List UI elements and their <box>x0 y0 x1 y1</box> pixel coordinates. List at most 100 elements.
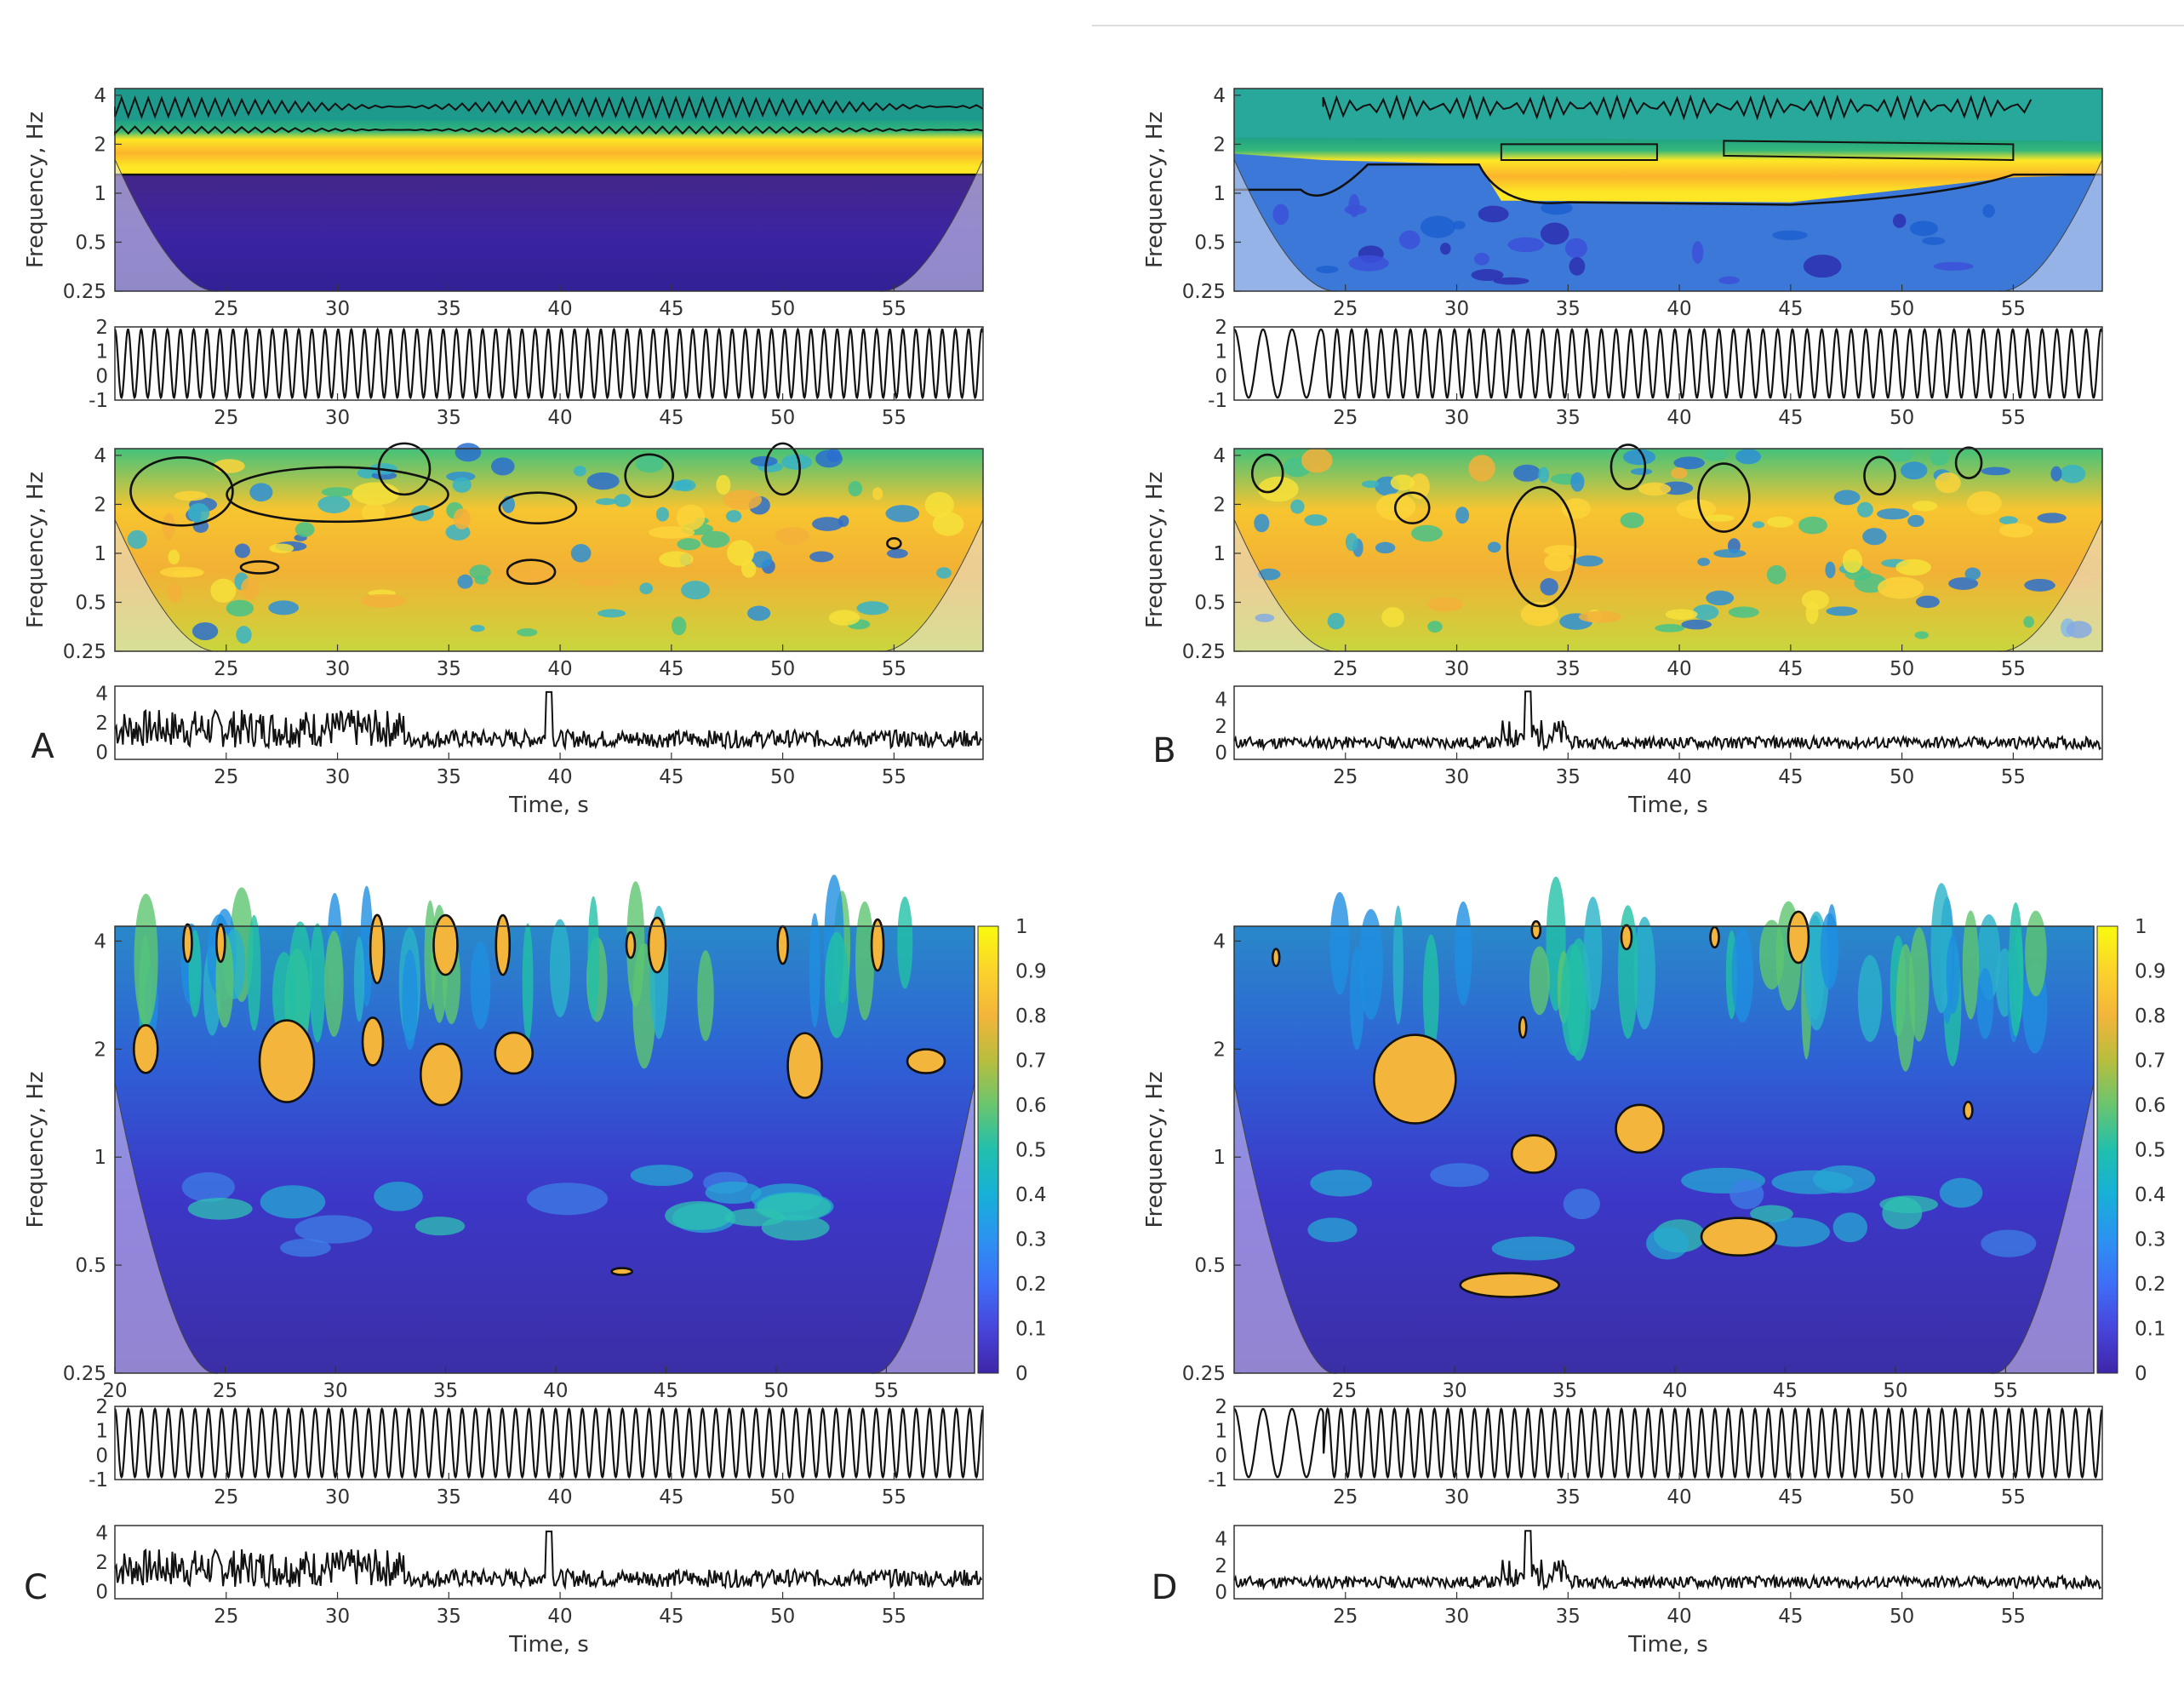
coherence-streak <box>324 930 344 1038</box>
panel-a-power-blob <box>174 490 208 501</box>
panel-b-sig-coi-left <box>1234 519 1339 652</box>
panel-b-power-blob <box>1541 201 1573 215</box>
panel-a-signal-power-xtick-label: 30 <box>325 658 350 680</box>
panel-b-ref-line-xtick-label: 40 <box>1667 407 1691 429</box>
coherence-streak <box>1857 954 1883 1042</box>
panel-a-ref-power-ytick-label: 0.5 <box>75 232 106 254</box>
panel-b-power-blob <box>1620 512 1644 529</box>
panel-b-power-blob <box>1638 482 1672 496</box>
panel-c-significance-contour <box>870 918 885 972</box>
panel-b-power-blob <box>1487 541 1501 553</box>
colorbar-tick-label: 0.2 <box>1015 1274 1047 1296</box>
panel-c-ref-line-xtick-label: 25 <box>214 1486 238 1509</box>
resonance-band <box>115 120 983 175</box>
panel-b-ref-power-ytick-label: 2 <box>1213 134 1226 156</box>
panel-b-power-blob <box>1966 490 2002 515</box>
panel-c-ref-oscillation: 25 30 35 40 45 50 55 -101 2 <box>89 1396 984 1509</box>
ytick-label: 4 <box>95 1523 108 1545</box>
panel-d-coherence-ytick-label: 4 <box>1213 930 1226 953</box>
coherence-patch <box>526 1182 609 1216</box>
panel-a-power-blob <box>517 627 538 637</box>
panel-d-significance-contour <box>1518 1016 1528 1039</box>
panel-a-signal-power-xtick-label: 25 <box>214 658 238 680</box>
panel-a-ref-line-xtick-label: 25 <box>214 407 238 429</box>
panel-b-power-blob <box>1842 548 1863 574</box>
panel-a-sig-coi-left <box>115 519 220 652</box>
panel-a-ref-coi-line <box>114 159 984 292</box>
coherence-streak <box>309 923 326 1043</box>
panel-b-power-blob <box>1735 449 1762 465</box>
panel-b-power-blob <box>1471 269 1504 282</box>
panel-a-signal-power-xtick-label: 50 <box>770 658 795 680</box>
coherence-streak <box>272 952 296 1039</box>
panel-d-ref-line-xtick-label: 40 <box>1667 1486 1691 1509</box>
axes-frame <box>114 448 984 652</box>
panel-a-power-blob <box>249 483 273 502</box>
panel-b-power-blob <box>1348 193 1360 218</box>
panel-a-ref-power: 25 30 35 40 45 50 55 0.25 0.5 1 2 4 Frequency, Hz <box>23 85 984 320</box>
coherence-streak <box>1358 908 1383 1020</box>
panel-a-signal-power-ytick-label: 2 <box>94 494 106 516</box>
panel-a-power-blob <box>677 538 701 551</box>
oscillation-line <box>1233 328 2103 399</box>
panel-a-power-blob <box>192 622 219 640</box>
panel-a-signal-line-xtick-label: 55 <box>882 766 906 788</box>
panel-b-power-blob <box>1473 252 1489 266</box>
panel-b-ref-power-ytick-label: 0.5 <box>1194 232 1226 254</box>
panel-d-coherence-ytick-label: 0.25 <box>1182 1363 1226 1385</box>
panel-a-power-blob <box>187 503 210 523</box>
panel-c-signal-line-xtick-label: 50 <box>770 1606 795 1628</box>
colorbar-tick-label: 0.7 <box>1015 1051 1047 1073</box>
panel-b-power-blob <box>1455 507 1470 524</box>
panel-a-power-blob <box>752 551 773 569</box>
panel-b-power-blob <box>1766 516 1794 528</box>
panel-d-coherence: 25 30 35 40 45 50 55 0.25 0.5 1 2 4 Frequency, Hz 0 0.… <box>1142 876 2166 1402</box>
ytick-label: 2 <box>1215 317 1227 339</box>
panel-a-power-blob <box>159 566 204 578</box>
panel-b-power-blob <box>1877 576 1924 599</box>
panel-b-power-blob <box>1752 521 1764 529</box>
panel-c-ref-line-xtick-label: 55 <box>882 1486 906 1509</box>
panel-b-power-blob <box>2050 466 2062 482</box>
panel-b-power-blob <box>2051 569 2095 589</box>
coherence-patch <box>1430 1163 1489 1188</box>
coherence-patch <box>1882 1196 1923 1230</box>
panel-b-signal-power-xtick-label: 30 <box>1444 658 1469 680</box>
ytick-label: 0 <box>1215 742 1227 764</box>
panel-a-ref-line-xtick-label: 50 <box>770 407 795 429</box>
ytick-label: 1 <box>95 1421 108 1443</box>
panel-a-signal-power-xtick-label: 55 <box>882 658 906 680</box>
panel-b-ref-line-xtick-label: 30 <box>1444 407 1469 429</box>
panel-b-significance-contour <box>1697 462 1751 533</box>
coherence-patch <box>1491 1236 1575 1261</box>
panel-c-ref-line-xtick-label: 35 <box>437 1486 461 1509</box>
panel-b-power-blob <box>1705 514 1735 522</box>
panel-b-power-blob <box>1915 595 1940 609</box>
panel-a-power-blob <box>453 508 471 530</box>
panel-c-signal-line-xtick-label: 30 <box>325 1606 350 1628</box>
panel-a-signal-power-ytick-label: 1 <box>94 543 106 565</box>
panel-d-signal-line-xtick-label: 55 <box>2001 1606 2026 1628</box>
coherence-patch <box>1750 1205 1793 1222</box>
coherence-streak <box>2008 902 2023 1037</box>
coherence-streak <box>587 896 599 1020</box>
panel-a-power-blob <box>936 567 952 579</box>
ytick-label: 0 <box>1215 1582 1227 1604</box>
panel-d-coherence-ytick-label: 0.5 <box>1194 1255 1226 1277</box>
panel-b-power-blob <box>1964 567 1981 581</box>
panel-b-ref-power-ytick-label: 1 <box>1213 183 1226 205</box>
panel-b-power-blob <box>1728 606 1759 618</box>
panel-a-ref-power-xtick-label: 40 <box>547 298 572 320</box>
panel-b-signal-power: 25 30 35 40 45 50 55 0.25 0.5 1 2 4 Frequency, Hz <box>1142 444 2103 680</box>
panel-b-power-blob <box>1255 613 1275 622</box>
panel-d-coherence-ytick-label: 1 <box>1213 1147 1226 1169</box>
panel-a-power-blob <box>781 454 813 470</box>
coherence-patch <box>187 1198 253 1220</box>
panel-b-power-blob <box>1575 555 1604 567</box>
axes-frame <box>114 685 984 760</box>
panel-a-power-blob <box>446 471 476 482</box>
panel-a-power-blob <box>746 605 771 621</box>
panel-a-power-blob <box>166 582 183 603</box>
panel-a-power-blob <box>635 455 665 473</box>
panel-b-power-blob <box>1798 516 1828 535</box>
